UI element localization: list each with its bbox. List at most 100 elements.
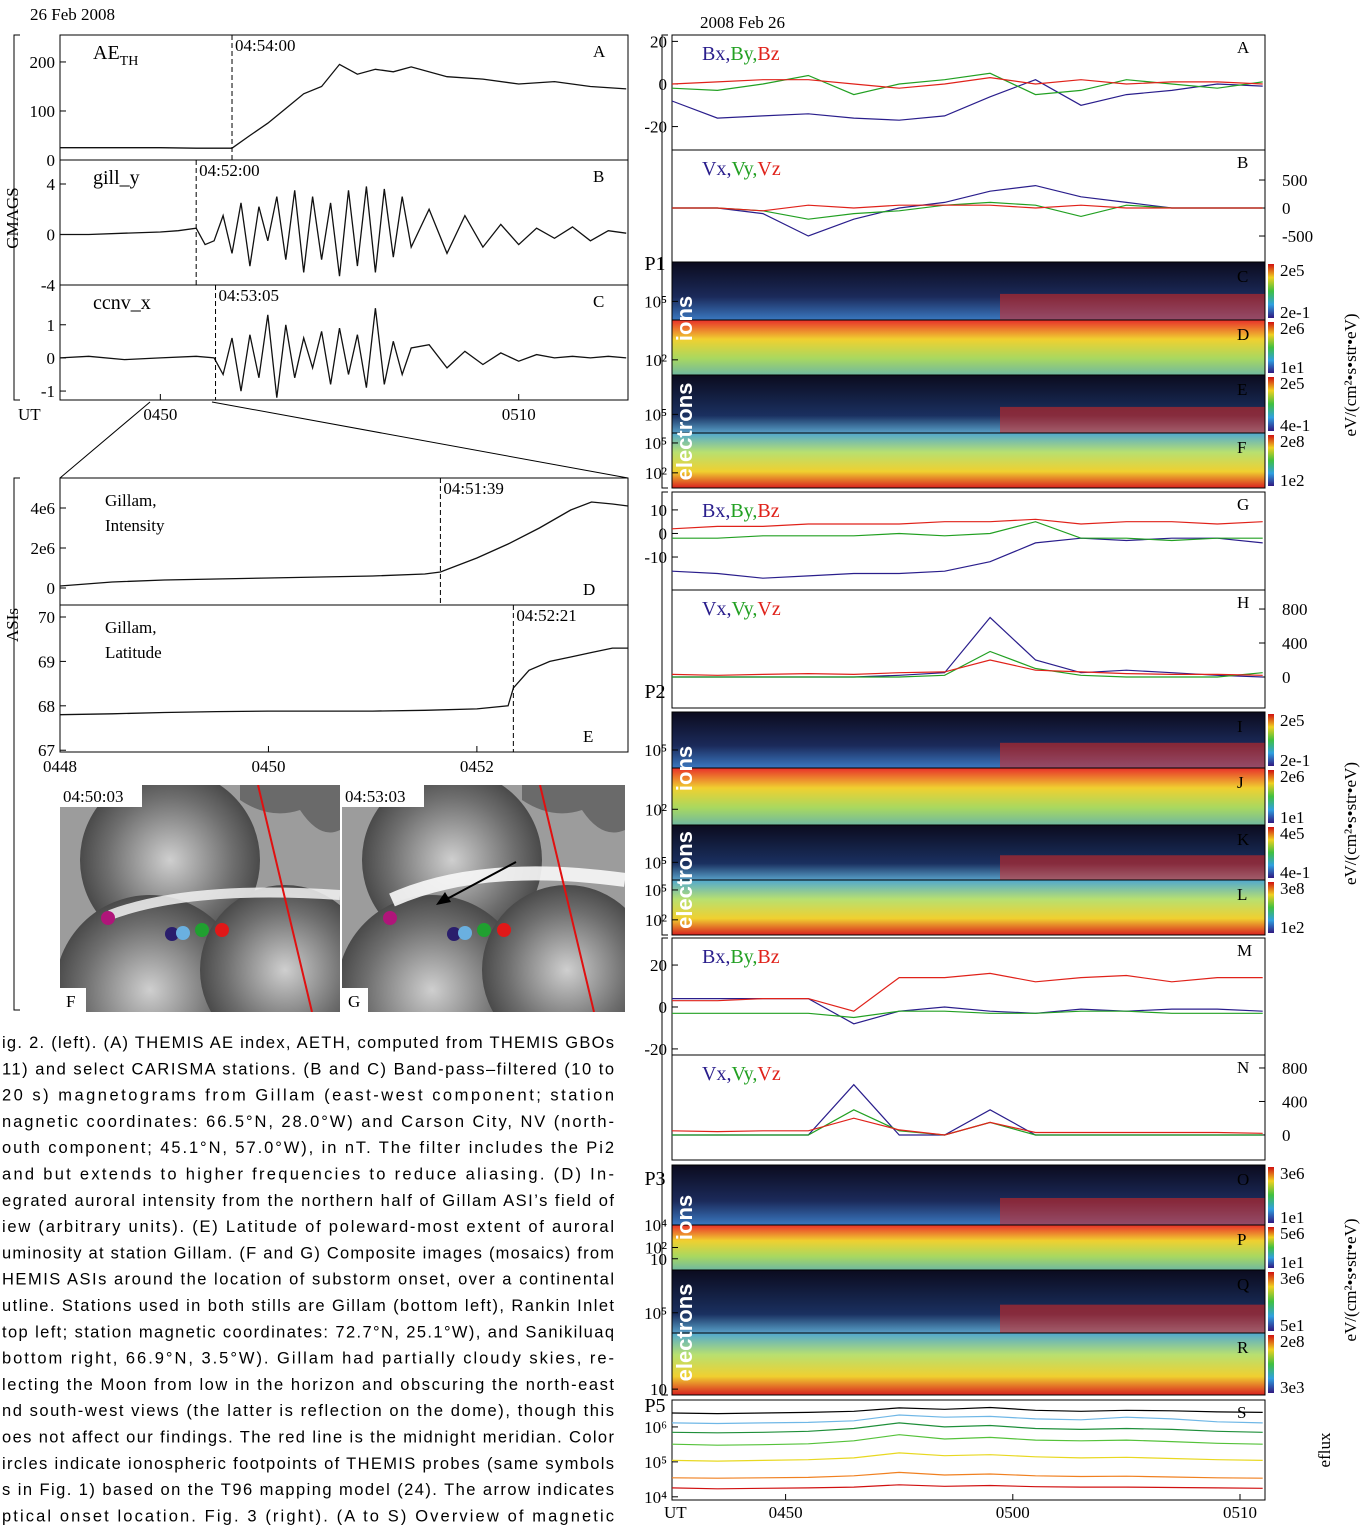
y-tick-label: -1 <box>41 382 55 401</box>
legend-entry: Bz <box>757 500 779 522</box>
panel-letter: J <box>1237 773 1244 792</box>
y-tick-label: 10⁴ <box>644 1216 667 1235</box>
trace <box>59 308 627 398</box>
time-box <box>60 785 142 807</box>
colorbar-label: 3e6 <box>1280 1164 1305 1183</box>
colorbar-label: 1e1 <box>1280 358 1305 377</box>
colorbar <box>1268 882 1274 933</box>
legend-entry: Bx <box>702 946 725 968</box>
spectrogram-enhancement <box>1000 742 1265 768</box>
colorbar-label: 2e8 <box>1280 432 1305 451</box>
caption-line: lecting the Moon from low in the horizon… <box>2 1376 614 1394</box>
colorbar <box>1268 1335 1274 1393</box>
colorbar-label: 2e5 <box>1280 261 1305 280</box>
probe-dot <box>195 923 209 937</box>
legend-entry: Vz <box>757 158 780 180</box>
panel-label: Latitude <box>105 643 162 662</box>
y-tick-label: 10 <box>650 1380 667 1399</box>
legend-entry: Vx <box>702 158 726 180</box>
unit-label: eV/(cm²•s•str•eV) <box>1341 313 1360 436</box>
colorbar <box>1268 435 1274 486</box>
panel-label: Gillam, <box>105 618 156 637</box>
probe-dot <box>477 923 491 937</box>
panel-label-text: ccnv_x <box>93 292 151 314</box>
colorbar <box>1268 770 1274 823</box>
species-label: electrons <box>672 1284 697 1382</box>
species-label: electrons <box>672 383 697 481</box>
colorbar <box>1268 1167 1274 1223</box>
panel-frame <box>671 879 1266 936</box>
y-tick-label: 10⁵ <box>644 434 667 453</box>
colorbar-label: 2e6 <box>1280 319 1305 338</box>
caption-line: s in Fig. 1) based on the T96 mapping mo… <box>2 1481 614 1499</box>
legend-separator: , <box>725 946 730 968</box>
y-tick-label: 67 <box>38 741 56 760</box>
y-tick-label: 70 <box>38 608 55 627</box>
y-tick-label: 10² <box>645 800 667 819</box>
species-label: ions <box>672 296 697 341</box>
species-label: ions <box>672 1195 697 1240</box>
time-box <box>342 785 424 807</box>
trace <box>672 204 1263 212</box>
x-tick-label: 0450 <box>143 405 177 424</box>
spectrogram <box>672 320 1265 375</box>
legend-entry: Vy <box>731 598 753 620</box>
legend-entry: Bz <box>757 946 779 968</box>
probe-dot <box>458 926 472 940</box>
y-tick-label: 10⁵ <box>644 405 667 424</box>
spectrogram-enhancement <box>1000 1304 1265 1333</box>
y-tick-label: 10⁵ <box>644 1453 667 1472</box>
y-tick-label: 1 <box>47 316 56 335</box>
legend-entry: By <box>730 946 753 968</box>
legend-entry: Bz <box>757 43 779 65</box>
caption-line: nagnetic coordinates: 66.5°N, 28.0°W) an… <box>2 1113 614 1131</box>
x-tick-label: 0500 <box>996 1503 1030 1522</box>
panel-letter: A <box>1237 38 1250 57</box>
probe-label: P3 <box>644 1168 665 1190</box>
y-tick-label: 200 <box>30 53 56 72</box>
y-tick-label: 0 <box>659 75 668 94</box>
unit-label: eV/(cm²•s•str•eV) <box>1341 1218 1360 1341</box>
y-tick-label: 10⁵ <box>644 741 667 760</box>
panel-letter: K <box>1237 830 1250 849</box>
onset-label: 04:54:00 <box>235 36 295 55</box>
panel-label-sub: TH <box>120 54 139 69</box>
spectrogram <box>672 433 1265 488</box>
trace <box>671 1422 1263 1434</box>
panel-frame <box>671 1332 1266 1396</box>
legend-entry: By <box>730 500 753 522</box>
probe-bracket <box>661 937 668 1396</box>
legend-entry: Vx <box>702 598 726 620</box>
legend: Bx,By,Bz <box>702 43 780 65</box>
legend: Bx,By,Bz <box>702 946 780 968</box>
caption-line: ig. 2. (left). (A) THEMIS AE index, AETH… <box>2 1034 614 1052</box>
x-tick-label: 0450 <box>251 757 285 776</box>
x-tick-label: 0510 <box>1223 1503 1257 1522</box>
trace <box>672 972 1263 1012</box>
colorbar-label: 2e8 <box>1280 1332 1305 1351</box>
caption-line: nd south-west views (the latter is refle… <box>2 1402 614 1420</box>
y-tick-label: 100 <box>30 102 56 121</box>
panel-letter: F <box>1237 438 1246 457</box>
panel-letter: P <box>1237 1230 1246 1249</box>
trace <box>60 186 627 277</box>
spectrogram-enhancement <box>1000 1198 1265 1225</box>
trace <box>671 1117 1263 1136</box>
colorbar-label: 3e8 <box>1280 879 1305 898</box>
panel-letter: M <box>1237 941 1252 960</box>
caption-line: utline. Stations used in both stills are… <box>2 1297 614 1315</box>
y-tick-label: 10⁶ <box>644 1418 667 1437</box>
panel-letter: E <box>583 727 593 746</box>
trace <box>671 72 1263 96</box>
y-tick-label: 10⁵ <box>644 292 667 311</box>
panel-frame <box>671 432 1266 489</box>
zoom-line <box>211 401 629 479</box>
asi-image <box>342 785 625 1012</box>
land <box>240 785 340 833</box>
legend: Vx,Vy,Vz <box>702 598 781 620</box>
probe-dot <box>176 926 190 940</box>
x-tick-label: 0448 <box>43 757 77 776</box>
y-tick-label: -10 <box>644 548 667 567</box>
probe-dot <box>497 923 511 937</box>
